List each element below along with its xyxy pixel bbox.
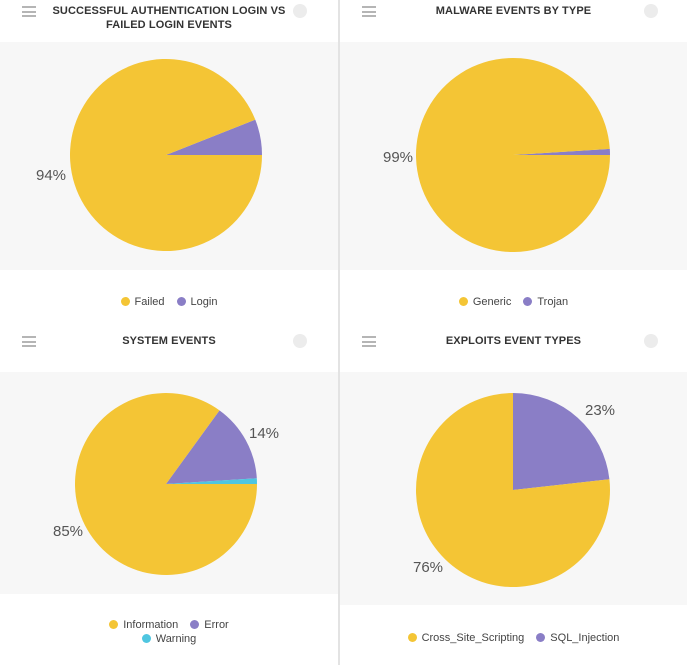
legend-label: Warning	[155, 632, 197, 645]
legend-row: Warning	[0, 632, 338, 645]
legend-item-sql-injection[interactable]: SQL_Injection	[536, 632, 619, 644]
legend: Failed Login	[0, 295, 338, 309]
pie-slice-cross-site-scripting[interactable]	[415, 393, 610, 587]
legend-label: Information	[123, 618, 179, 631]
panel-header: MALWARE EVENTS BY TYPE	[340, 0, 687, 42]
pie-slice-warning[interactable]	[166, 478, 257, 484]
lock-icon[interactable]	[644, 4, 658, 18]
pie-slice-error[interactable]	[166, 410, 257, 484]
legend: Information Error Warning	[0, 618, 338, 646]
lock-icon[interactable]	[293, 4, 307, 18]
panel-exploits: EXPLOITS EVENT TYPES 76% 23% Cross_Site_S…	[340, 330, 687, 665]
legend-label: Trojan	[537, 295, 569, 308]
legend-marker	[536, 633, 546, 642]
legend: Generic Trojan	[340, 295, 687, 309]
legend-row: Information Error	[0, 618, 338, 631]
legend-marker	[141, 634, 151, 643]
chart-title: MALWARE EVENTS BY TYPE	[435, 5, 592, 17]
legend-marker	[407, 633, 417, 642]
plot-area: 76% 23%	[340, 372, 687, 605]
plot-area: 85% 14%	[0, 372, 338, 594]
data-label-cross-site-scripting: 76%	[413, 559, 443, 576]
legend-marker	[190, 620, 200, 629]
plot-area: 94%	[0, 42, 338, 270]
panel-divider	[338, 0, 340, 665]
panel-malware: MALWARE EVENTS BY TYPE 99% Generic Trojan	[340, 0, 687, 330]
panel-header: SUCCESSFUL AUTHENTICATION LOGIN VS FAILE…	[0, 0, 338, 42]
legend-label: Cross_Site_Scripting	[421, 631, 525, 644]
menu-icon[interactable]	[22, 336, 36, 347]
pie-slice-login[interactable]	[166, 119, 262, 155]
chart-title: SYSTEM EVENTS	[122, 335, 216, 347]
legend: Cross_Site_Scripting SQL_Injection	[340, 631, 687, 645]
menu-icon[interactable]	[362, 6, 376, 17]
panel-auth-login: SUCCESSFUL AUTHENTICATION LOGIN VS FAILE…	[0, 0, 338, 330]
legend-item-information[interactable]: Information	[109, 619, 178, 631]
legend-item-generic[interactable]: Generic	[458, 295, 512, 308]
legend-marker	[458, 297, 468, 306]
plot-area: 99%	[340, 42, 687, 270]
legend-label: SQL_Injection	[550, 631, 620, 644]
legend-label: Error	[204, 618, 229, 631]
legend-row: Failed Login	[0, 295, 338, 308]
legend-item-failed[interactable]: Failed	[120, 295, 165, 308]
data-label-information: 85%	[53, 523, 83, 540]
pie-slice-failed[interactable]	[70, 58, 262, 251]
pie-slice-trojan[interactable]	[513, 148, 610, 155]
panel-header: EXPLOITS EVENT TYPES	[340, 330, 687, 372]
legend-item-login[interactable]: Login	[176, 295, 218, 308]
menu-icon[interactable]	[22, 6, 36, 17]
legend-row: Cross_Site_Scripting SQL_Injection	[340, 631, 687, 644]
legend-item-trojan[interactable]: Trojan	[523, 296, 568, 308]
legend-item-warning[interactable]: Warning	[141, 632, 197, 645]
chart-title: EXPLOITS EVENT TYPES	[445, 335, 582, 347]
data-label-error: 14%	[249, 425, 279, 442]
pie-slice-information[interactable]	[74, 392, 257, 575]
menu-icon[interactable]	[362, 336, 376, 347]
legend-label: Generic	[472, 295, 512, 308]
lock-icon[interactable]	[293, 334, 307, 348]
legend-label: Failed	[134, 295, 165, 308]
chart-title: SUCCESSFUL AUTHENTICATION LOGIN VS FAILE…	[52, 5, 286, 31]
legend-marker	[120, 297, 130, 306]
pie-slice-generic[interactable]	[415, 57, 610, 252]
data-label-failed: 94%	[36, 167, 66, 184]
pie-slice-sql-injection[interactable]	[513, 393, 610, 490]
legend-marker	[109, 620, 119, 629]
legend-marker	[176, 297, 186, 306]
panel-header: SYSTEM EVENTS	[0, 330, 338, 372]
legend-row: Generic Trojan	[340, 295, 687, 308]
legend-item-cross-site-scripting[interactable]: Cross_Site_Scripting	[407, 631, 525, 644]
lock-icon[interactable]	[644, 334, 658, 348]
legend-label: Login	[190, 295, 218, 308]
data-label-generic: 99%	[383, 149, 413, 166]
legend-item-error[interactable]: Error	[190, 618, 229, 631]
panel-system-events: SYSTEM EVENTS 85% 14% Information Error War…	[0, 330, 338, 665]
data-label-sql-injection: 23%	[585, 402, 615, 419]
legend-marker	[523, 297, 533, 306]
